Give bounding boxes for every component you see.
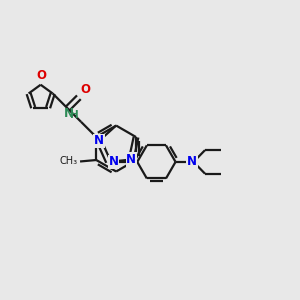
- Text: N: N: [187, 155, 197, 168]
- Text: CH₃: CH₃: [60, 157, 78, 166]
- Text: O: O: [81, 82, 91, 95]
- Text: N: N: [126, 153, 136, 166]
- Text: N: N: [64, 107, 74, 120]
- Text: N: N: [94, 134, 104, 147]
- Text: N: N: [109, 155, 119, 168]
- Text: O: O: [36, 69, 46, 82]
- Text: H: H: [70, 110, 79, 120]
